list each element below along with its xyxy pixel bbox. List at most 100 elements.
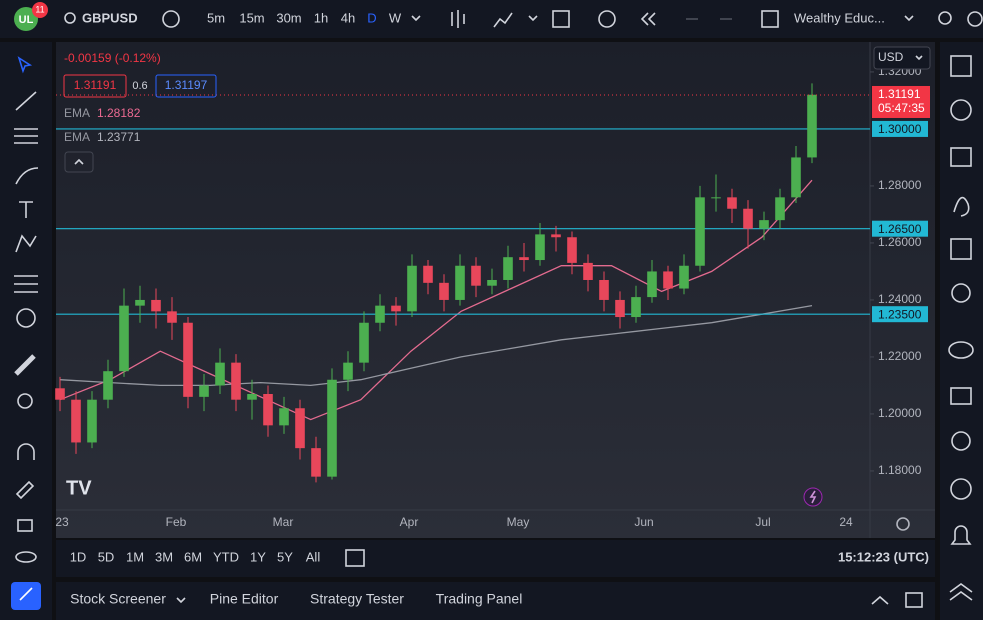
candle-body — [279, 408, 289, 426]
text-tool[interactable] — [19, 201, 33, 218]
tv-logo[interactable]: TV — [66, 477, 92, 499]
interval-button[interactable]: 4h — [341, 10, 355, 25]
alert-icon[interactable] — [598, 10, 616, 28]
indicators-icon[interactable] — [493, 12, 513, 28]
calendar-icon[interactable] — [950, 238, 972, 260]
candle-body — [359, 322, 369, 363]
spread: 0.6 — [132, 80, 147, 92]
icon-tool[interactable] — [16, 308, 36, 328]
layout-icon[interactable] — [552, 10, 570, 28]
candle-body — [583, 262, 593, 280]
scale-settings[interactable] — [896, 517, 910, 531]
logo[interactable] — [14, 7, 38, 31]
interval-button[interactable]: 1h — [314, 10, 328, 25]
alerts-icon[interactable] — [950, 99, 972, 121]
panel-tab[interactable]: Stock Screener — [70, 591, 166, 607]
tips-icon[interactable] — [951, 431, 971, 451]
ideas-icon[interactable] — [951, 283, 971, 303]
search-icon[interactable] — [64, 12, 76, 24]
lock-tool[interactable] — [17, 519, 33, 532]
range-button[interactable]: 5D — [98, 549, 115, 564]
currency[interactable]: USD — [878, 50, 904, 64]
hotlists-icon[interactable] — [953, 196, 970, 217]
bid-box[interactable] — [63, 74, 127, 98]
legend-collapse[interactable] — [64, 151, 94, 173]
visibility-tool[interactable] — [15, 551, 37, 563]
interval-button[interactable]: 5m — [207, 10, 225, 25]
interval-button[interactable]: W — [389, 10, 402, 25]
time-label: Apr — [400, 515, 419, 529]
ask-box[interactable] — [155, 74, 217, 98]
ruler-tool[interactable] — [14, 354, 36, 376]
range-button[interactable]: 1M — [126, 549, 144, 564]
bottom-panel — [56, 582, 935, 620]
range-button[interactable]: YTD — [213, 549, 239, 564]
data-window-icon[interactable] — [950, 147, 972, 167]
interval-button[interactable]: 15m — [239, 10, 264, 25]
candle-body — [215, 362, 225, 386]
layout-menu[interactable] — [904, 15, 914, 22]
screener-menu[interactable] — [176, 597, 186, 604]
settings-icon[interactable] — [967, 11, 983, 27]
watchlist-icon[interactable] — [950, 55, 972, 77]
indicator-name[interactable]: EMA — [64, 130, 90, 144]
panel-tab[interactable]: Trading Panel — [436, 591, 523, 607]
cursor-tool[interactable] — [17, 56, 33, 74]
lock-draw-tool[interactable] — [15, 480, 35, 500]
quick-search[interactable] — [938, 11, 952, 25]
range-button[interactable]: 3M — [155, 549, 173, 564]
range-button[interactable]: 6M — [184, 549, 202, 564]
currency-button[interactable] — [873, 46, 931, 70]
chats-icon[interactable] — [950, 387, 972, 405]
candle-body — [119, 305, 129, 372]
indicators-menu[interactable] — [528, 15, 538, 22]
zoom-tool[interactable] — [17, 393, 33, 409]
candle-body — [135, 299, 145, 306]
candle-body — [375, 305, 385, 323]
fib-tool[interactable] — [14, 128, 38, 144]
broadcast-icon[interactable] — [950, 478, 972, 500]
brush-tool[interactable] — [15, 167, 39, 185]
trend-line-tool[interactable] — [15, 91, 37, 111]
range-button[interactable]: 5Y — [277, 549, 293, 564]
candle-body — [103, 371, 113, 400]
notifications-icon[interactable] — [950, 525, 972, 545]
streams-icon[interactable] — [948, 341, 974, 359]
panel-maximize[interactable] — [905, 592, 923, 608]
interval-menu[interactable] — [411, 15, 421, 22]
layout-name[interactable]: Wealthy Educ... — [794, 10, 885, 25]
pattern-tool[interactable] — [15, 234, 37, 253]
panel-tab[interactable]: Pine Editor — [210, 591, 279, 607]
range-button[interactable]: 1Y — [250, 549, 266, 564]
range-button[interactable]: All — [306, 549, 321, 564]
candle-body — [231, 362, 241, 400]
link-tool[interactable] — [11, 582, 41, 610]
candle-body — [167, 311, 177, 323]
prediction-tool[interactable] — [14, 275, 38, 293]
link-icon — [19, 587, 33, 601]
bid-price[interactable]: 1.31191 — [74, 78, 117, 92]
candle-body — [471, 265, 481, 286]
candle-body — [615, 299, 625, 318]
compare-icon[interactable] — [162, 10, 180, 28]
indicator-name[interactable]: EMA — [64, 106, 90, 120]
panel-expand[interactable] — [871, 595, 889, 605]
time-label: Jul — [755, 515, 770, 529]
layout-box[interactable] — [761, 10, 779, 28]
magnet-tool[interactable] — [17, 443, 35, 460]
candle-body — [807, 94, 817, 158]
candle-body — [183, 322, 193, 397]
candle-body — [199, 385, 209, 397]
ask-price[interactable]: 1.31197 — [165, 78, 208, 92]
price-label: 1.24000 — [878, 292, 922, 306]
interval-button[interactable]: D — [367, 10, 376, 25]
replay-icon[interactable] — [640, 12, 656, 26]
chart-type-icon[interactable] — [451, 10, 465, 28]
panel-tab[interactable]: Strategy Tester — [310, 591, 404, 607]
goto-date[interactable] — [345, 549, 365, 567]
collapse-icon[interactable] — [949, 583, 973, 601]
interval-button[interactable]: 30m — [276, 10, 301, 25]
clock[interactable]: 15:12:23 (UTC) — [838, 549, 929, 564]
range-button[interactable]: 1D — [70, 549, 87, 564]
symbol[interactable]: GBPUSD — [82, 10, 138, 25]
